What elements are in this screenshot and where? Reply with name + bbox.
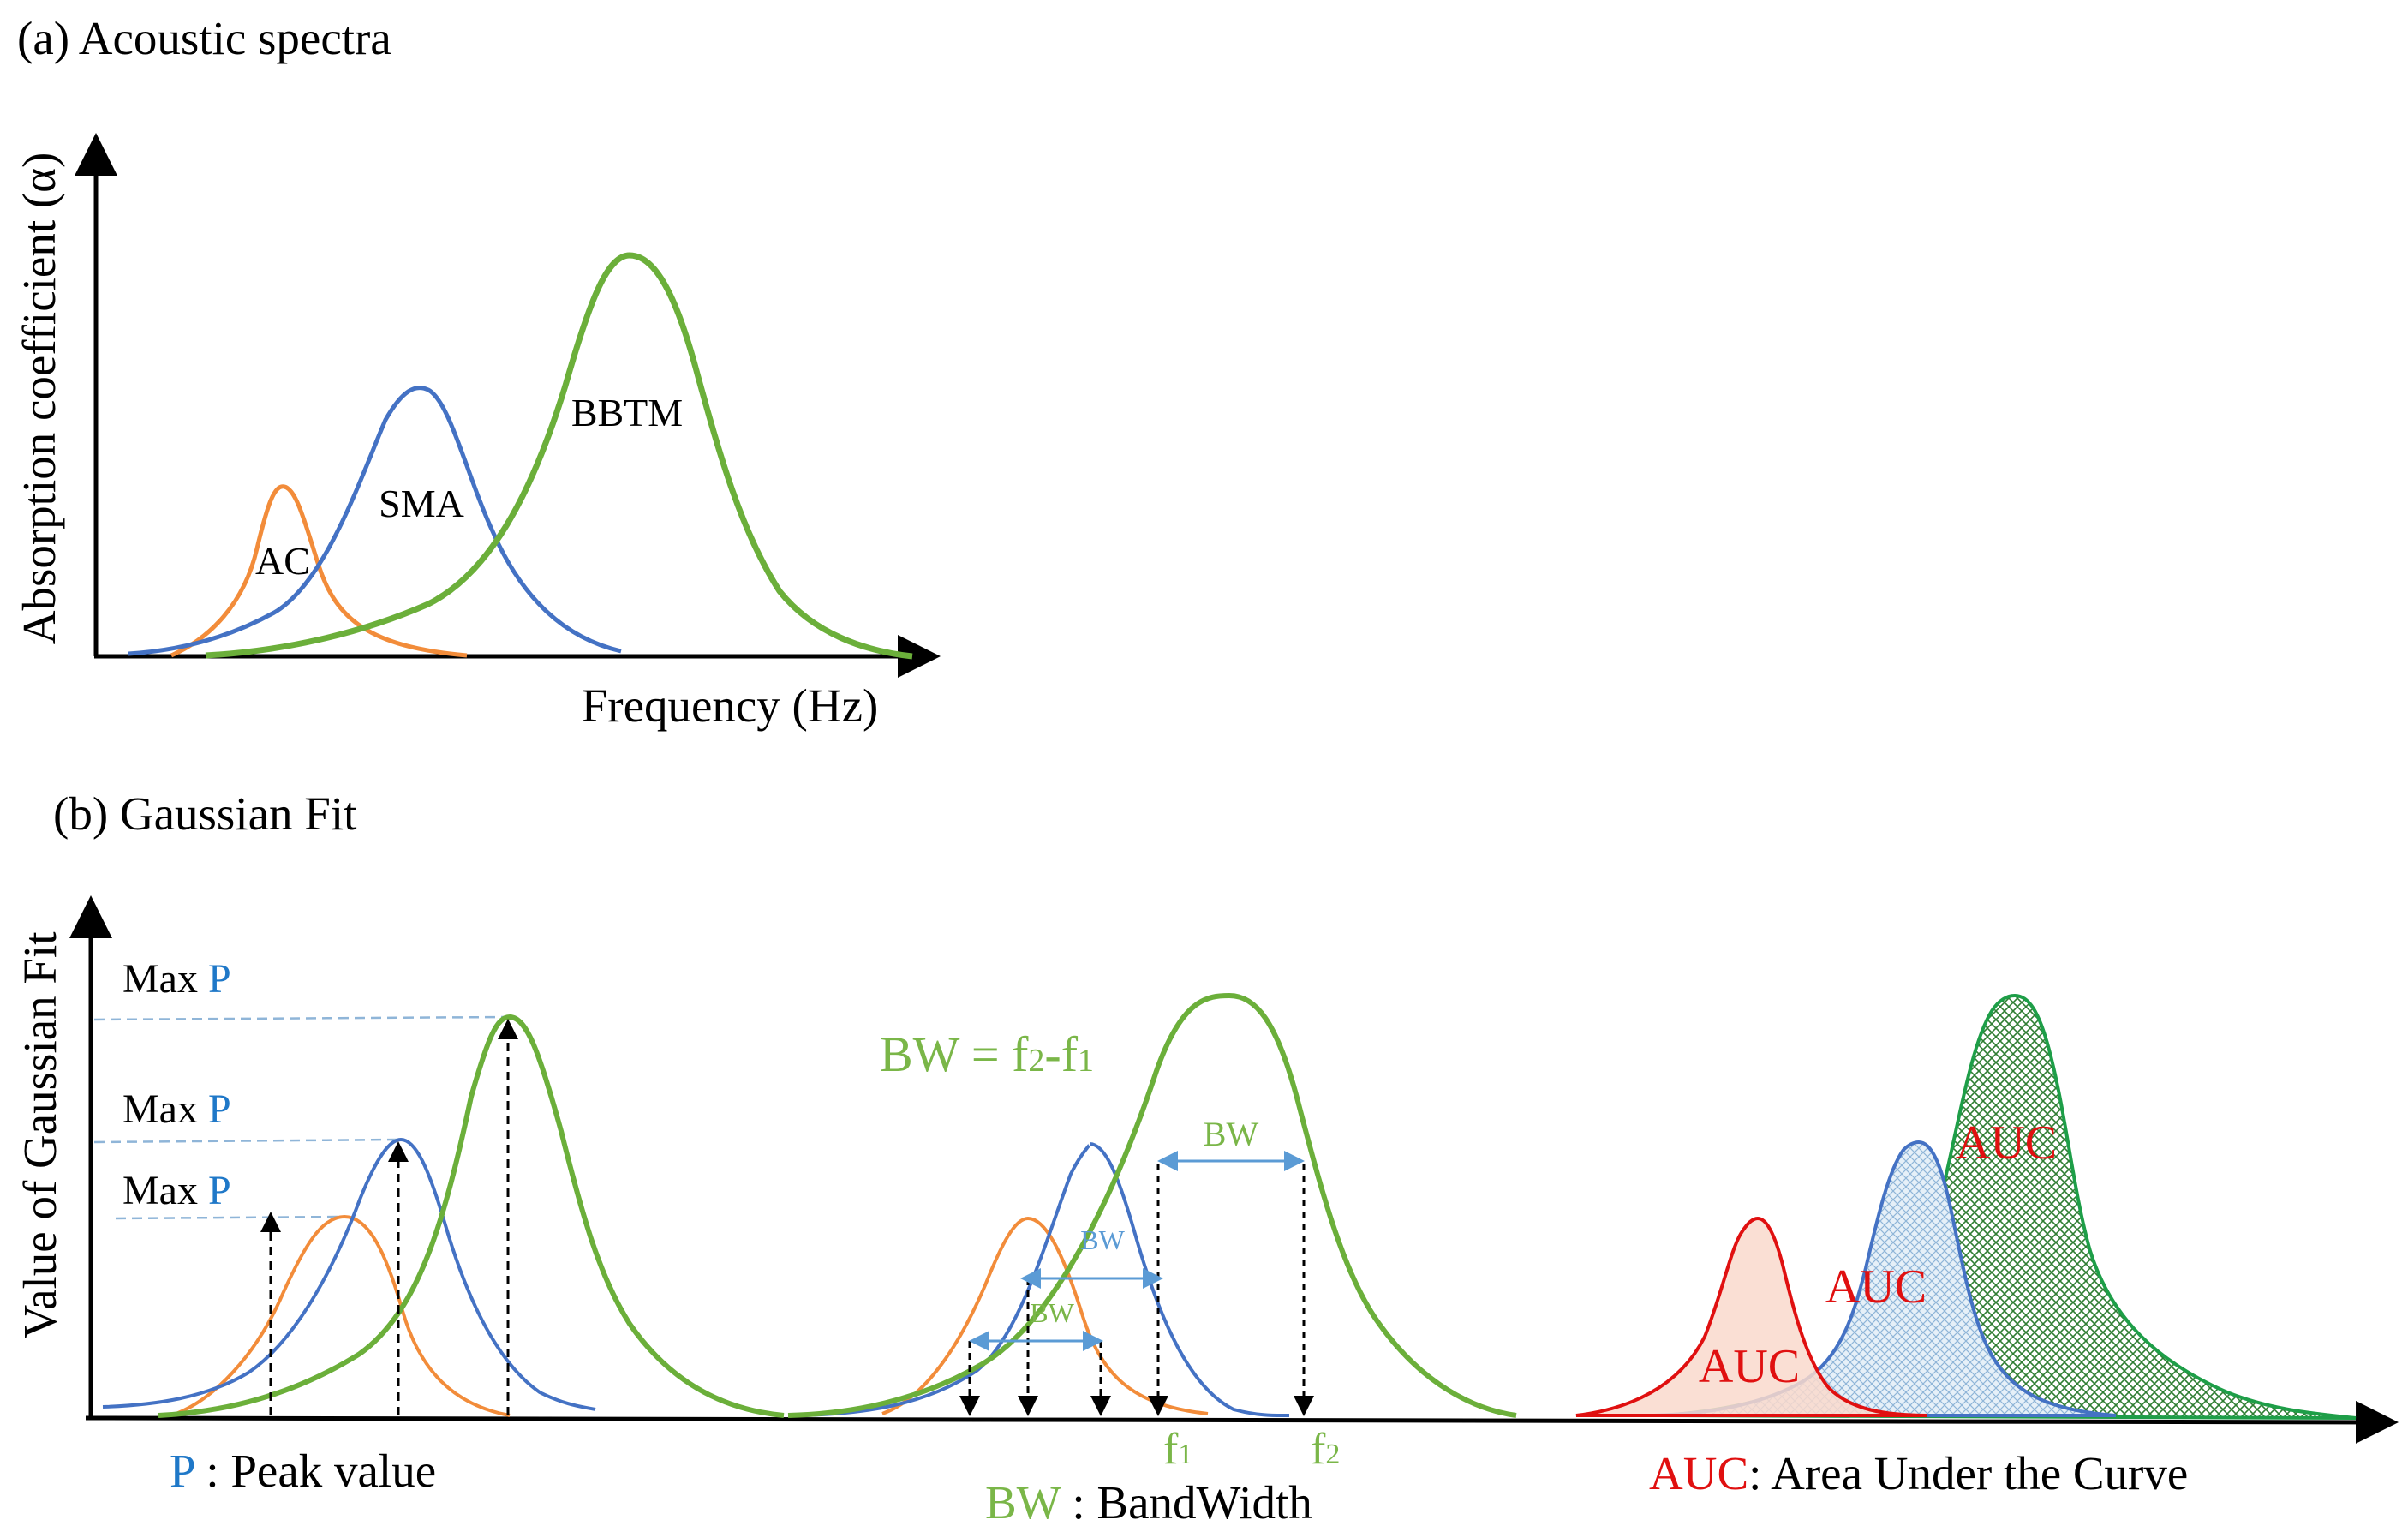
- bw-formula: BW = f2-f1: [880, 1026, 1094, 1082]
- f1-sub: 1: [1178, 1439, 1192, 1470]
- panel-a-curve-sma: [128, 386, 622, 656]
- panel-a-label-ac: AC: [255, 539, 310, 583]
- panel-a-y-label: Absorption coefficient (α): [13, 153, 65, 645]
- panel-b: (b) Gaussian Fit Value of Gaussian Fit M…: [14, 787, 2399, 1529]
- panel-a-curve-ac: [170, 484, 468, 658]
- f2-letter: f: [1311, 1425, 1326, 1474]
- bw-legend-text: : BandWidth: [1061, 1476, 1312, 1529]
- bandwidth-group: BW BW BW BW = f2-f1 f1 f2 BW : BandWidth: [787, 992, 1517, 1529]
- f1-label: f1: [1163, 1425, 1192, 1474]
- bw-formula-prefix: BW = f: [880, 1026, 1029, 1082]
- panel-a-curve-bbtm: [205, 252, 913, 660]
- bw-curve-orange: [881, 1216, 1209, 1415]
- peak-guide-green: [93, 1015, 506, 1021]
- bw-tag-green: BW: [1204, 1115, 1259, 1153]
- auc-tag-blue: AUC: [1825, 1260, 1927, 1314]
- peak-guide-blue: [93, 1138, 400, 1144]
- bw-formula-mid: -f: [1044, 1026, 1078, 1082]
- peak-curve-green: [158, 1014, 785, 1418]
- bw-legend-abbr: BW: [985, 1476, 1061, 1529]
- peak-curve-blue: [102, 1137, 596, 1411]
- auc-legend-abbr: AUC: [1649, 1447, 1748, 1499]
- p-letter: P: [208, 1168, 231, 1213]
- max-prefix: Max: [122, 956, 208, 1002]
- p-letter: P: [208, 1086, 231, 1132]
- max-p-label-bottom: Max P: [122, 1168, 231, 1213]
- bw-tag-blue: BW: [1080, 1224, 1125, 1255]
- panel-b-title: (b) Gaussian Fit: [53, 787, 356, 840]
- bw-formula-sub1: 1: [1078, 1043, 1094, 1079]
- auc-legend: AUC: Area Under the Curve: [1649, 1447, 2188, 1499]
- bw-legend: BW : BandWidth: [985, 1476, 1312, 1529]
- peak-legend-text: : Peak value: [194, 1445, 437, 1497]
- panel-b-y-label: Value of Gaussian Fit: [14, 931, 66, 1338]
- max-p-label-middle: Max P: [122, 1086, 231, 1132]
- peak-legend-letter: P: [170, 1445, 194, 1497]
- panel-a-label-bbtm: BBTM: [571, 391, 683, 434]
- panel-a-title: (a) Acoustic spectra: [17, 12, 391, 64]
- peak-guide-orange: [115, 1215, 345, 1220]
- f2-label: f2: [1311, 1425, 1340, 1474]
- f2-sub: 2: [1325, 1439, 1340, 1470]
- max-prefix: Max: [122, 1086, 208, 1132]
- auc-tag-red: AUC: [1699, 1340, 1800, 1393]
- panel-b-x-axis: [85, 1400, 2399, 1444]
- auc-area-red: [1575, 1216, 1928, 1417]
- max-p-label-top: Max P: [122, 956, 231, 1002]
- bw-curve-blue: [800, 1142, 1290, 1418]
- bw-formula-sub2: 2: [1028, 1043, 1044, 1079]
- f1-letter: f: [1163, 1425, 1179, 1474]
- p-letter: P: [208, 956, 231, 1002]
- panel-a: (a) Acoustic spectra Absorption coeffici…: [13, 12, 941, 732]
- panel-a-label-sma: SMA: [379, 482, 464, 525]
- auc-legend-text: : Area Under the Curve: [1748, 1447, 2188, 1499]
- bw-tag-orange: BW: [1030, 1297, 1074, 1328]
- peak-group: Max P Max P Max P P : Peak value: [93, 956, 785, 1497]
- auc-tag-green: AUC: [1956, 1116, 2057, 1170]
- peak-legend: P : Peak value: [170, 1445, 436, 1497]
- max-prefix: Max: [122, 1168, 208, 1213]
- panel-a-x-label: Frequency (Hz): [582, 679, 879, 732]
- bw-curve-green: [787, 992, 1517, 1418]
- peak-curve-orange: [170, 1214, 511, 1417]
- auc-group: AUC AUC AUC AUC: Area Under the Curve: [1575, 993, 2357, 1499]
